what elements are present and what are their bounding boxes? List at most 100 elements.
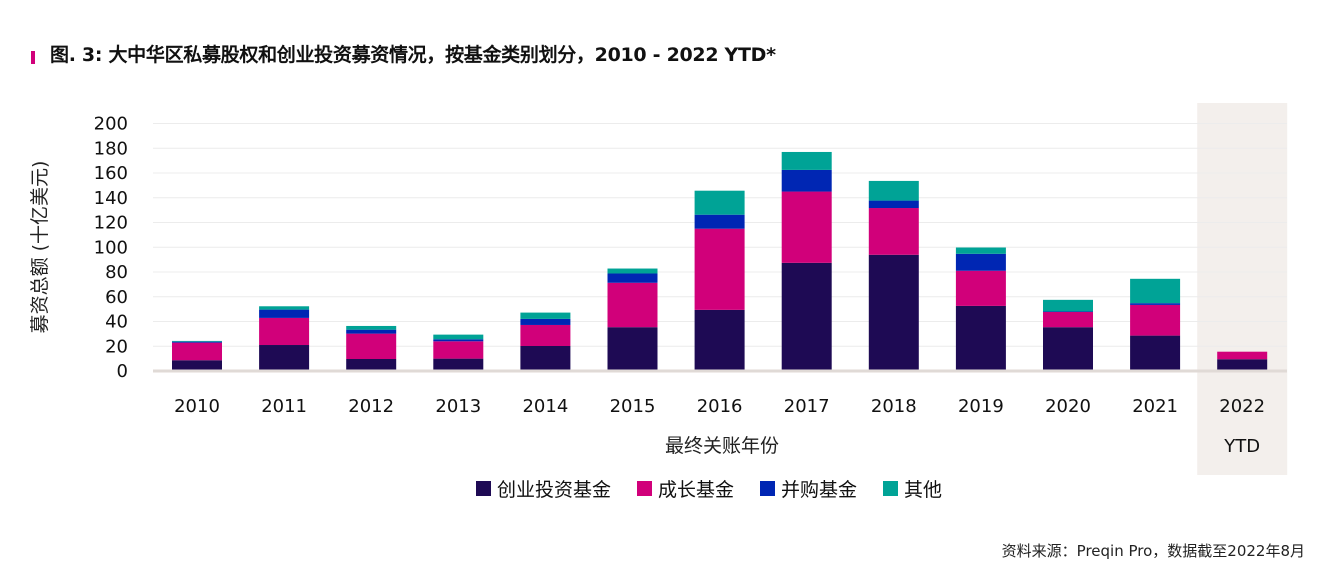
bar-segment-growth: [1043, 311, 1093, 328]
bar-segment-growth: [1217, 351, 1268, 360]
x-tick-label: 2015: [610, 396, 656, 417]
bar-segment-venture: [346, 358, 397, 371]
bar-segment-growth: [694, 228, 745, 310]
bar-stack-2021: [1130, 278, 1181, 371]
bar-segment-buyout: [694, 214, 745, 229]
x-tick-label: 2021: [1132, 396, 1178, 417]
y-tick-label: 200: [94, 114, 128, 135]
y-tick-label: 40: [105, 312, 128, 333]
bar-segment-buyout: [433, 339, 484, 342]
bar-segment-other: [433, 334, 484, 340]
bar-segment-other: [781, 151, 832, 170]
bar-segment-other: [346, 325, 397, 330]
bar-segment-growth: [259, 317, 310, 346]
bar-segment-buyout: [868, 200, 919, 209]
legend-item-buyout: 并购基金: [760, 475, 857, 502]
bar-segment-growth: [172, 342, 222, 361]
bar-segment-other: [1043, 299, 1093, 312]
legend-swatch: [476, 481, 491, 496]
bar-stack-2011: [259, 306, 310, 371]
bar-segment-other: [955, 247, 1006, 254]
x-tick-label: 2022: [1219, 396, 1265, 417]
legend: 创业投资基金 成长基金 并购基金 其他: [476, 475, 942, 502]
bar-stack-2012: [346, 325, 397, 371]
legend-label: 其他: [904, 479, 943, 501]
x-axis-label: 最终关账年份: [665, 435, 779, 457]
bar-segment-venture: [172, 360, 222, 371]
y-tick-label: 80: [105, 262, 128, 283]
bar-stack-2018: [868, 180, 919, 371]
x-tick-label: 2020: [1045, 396, 1091, 417]
y-axis-label: 募资总额 (十亿美元): [29, 161, 51, 334]
x-tick-label: 2017: [784, 396, 830, 417]
bar-stack-2013: [433, 334, 484, 371]
bar-stack-2017: [781, 151, 832, 371]
bar-segment-venture: [1043, 327, 1093, 371]
bar-segment-buyout: [607, 273, 658, 283]
bar-stack-2019: [955, 247, 1006, 371]
y-tick-label: 20: [105, 336, 128, 357]
y-tick-label: 120: [94, 213, 128, 234]
bar-segment-venture: [781, 262, 832, 371]
x-tick-label: 2018: [871, 396, 917, 417]
bar-segment-buyout: [1043, 311, 1093, 312]
bar-segment-buyout: [520, 318, 571, 325]
legend-swatch: [760, 481, 776, 496]
bar-segment-venture: [955, 305, 1006, 371]
legend-label: 并购基金: [781, 479, 858, 501]
bar-stack-2022-YTD: [1217, 351, 1268, 371]
bar-segment-growth: [607, 282, 658, 328]
bar-segment-growth: [520, 324, 571, 347]
bar-segment-buyout: [259, 309, 310, 318]
legend-swatch: [637, 481, 653, 496]
bar-stack-2014: [520, 312, 571, 371]
bar-segment-venture: [868, 254, 919, 371]
y-tick-label: 60: [105, 287, 128, 308]
bar-stack-2016: [694, 190, 745, 371]
x-tick-label: 2016: [697, 396, 743, 417]
y-tick-label: 180: [94, 138, 128, 159]
bar-segment-venture: [433, 358, 484, 371]
y-tick-label: 140: [94, 188, 128, 209]
legend-item-venture: 创业投资基金: [476, 475, 611, 502]
x-tick-label: 2014: [522, 396, 568, 417]
x-tick-label: 2013: [435, 396, 481, 417]
legend-swatch: [883, 481, 899, 496]
bar-segment-growth: [346, 333, 397, 359]
y-tick-label: 0: [117, 361, 128, 382]
bar-segment-other: [172, 340, 222, 342]
bar-segment-growth: [781, 191, 832, 263]
bar-segment-growth: [1130, 304, 1181, 336]
bar-segment-other: [520, 312, 571, 319]
bar-segment-other: [868, 180, 919, 201]
bar-segment-venture: [607, 327, 658, 371]
legend-label: 成长基金: [658, 479, 735, 501]
bar-stack-2015: [607, 268, 658, 371]
y-tick-label: 160: [94, 163, 128, 184]
bar-segment-buyout: [955, 253, 1006, 271]
bar-segment-venture: [1130, 335, 1181, 371]
chart-title: 图. 3: 大中华区私募股权和创业投资募资情况，按基金类别划分，2010 - 2…: [50, 44, 776, 66]
bar-stack-2010: [172, 340, 222, 371]
y-tick-label: 100: [94, 237, 128, 258]
bar-segment-growth: [433, 341, 484, 359]
title-accent-bar: [31, 51, 35, 64]
bar-segment-other: [1130, 278, 1181, 304]
legend-item-other: 其他: [883, 475, 942, 502]
bar-segment-other: [694, 190, 745, 215]
bar-segment-venture: [520, 346, 571, 371]
ytd-highlight-band: [1197, 103, 1288, 475]
source-note: 资料来源：Preqin Pro，数据截至2022年8月: [1001, 542, 1305, 560]
x-tick-label: YTD: [1223, 436, 1260, 457]
x-tick-label: 2019: [958, 396, 1004, 417]
legend-item-growth: 成长基金: [637, 475, 734, 502]
bar-segment-buyout: [781, 169, 832, 192]
bar-segment-other: [259, 306, 310, 310]
bar-segment-growth: [955, 270, 1006, 306]
bar-segment-venture: [694, 309, 745, 371]
bar-segment-buyout: [172, 341, 222, 343]
legend-label: 创业投资基金: [497, 479, 612, 501]
x-tick-label: 2012: [348, 396, 394, 417]
bar-segment-venture: [259, 345, 310, 371]
